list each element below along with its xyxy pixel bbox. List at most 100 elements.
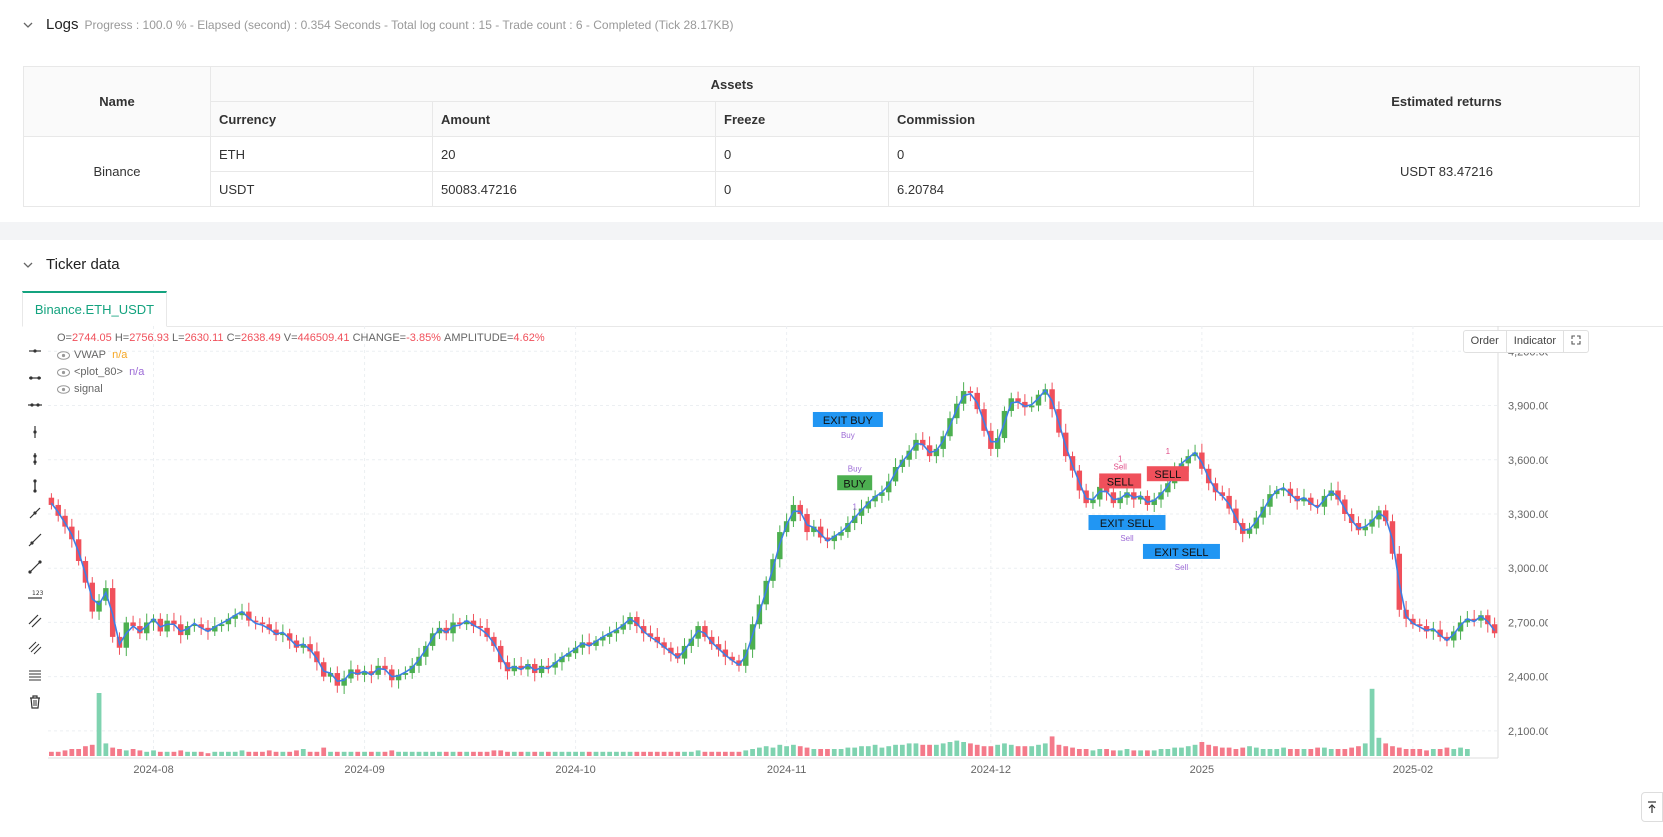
legend-series-vwap[interactable]: VWAP n/a: [57, 347, 545, 364]
col-assets-header: Assets: [210, 66, 1254, 102]
volume-bar: [103, 743, 109, 756]
volume-bar: [437, 751, 442, 756]
volume-bar: [219, 751, 224, 756]
candle-body: [409, 665, 415, 674]
volume-bar: [239, 750, 245, 756]
volume-bar: [1076, 749, 1082, 756]
volume-bar: [477, 751, 483, 756]
scroll-to-top-button[interactable]: [1641, 792, 1663, 822]
candle-body: [634, 617, 640, 627]
segment-icon[interactable]: [22, 553, 48, 580]
candle-body: [1103, 486, 1110, 493]
volume-bar: [1281, 747, 1286, 756]
volume-bar: [457, 751, 463, 756]
candle-body: [164, 620, 170, 632]
candle-body: [872, 495, 878, 502]
candle-body: [886, 481, 892, 493]
indicator-button[interactable]: Indicator: [1507, 331, 1564, 352]
volume-bar: [661, 751, 667, 756]
volume-bar: [1138, 750, 1143, 756]
logs-header[interactable]: Logs Progress : 100.0 % - Elapsed (secon…: [22, 16, 734, 33]
volume-bar: [321, 747, 327, 756]
volume-bar: [1131, 750, 1137, 756]
fib-channel-icon[interactable]: [22, 634, 48, 661]
vertical-line-icon[interactable]: [22, 445, 48, 472]
fib-retracement-icon[interactable]: [22, 661, 48, 688]
volume-bar: [804, 747, 810, 756]
trash-icon[interactable]: [22, 688, 48, 715]
candle-body: [348, 669, 354, 679]
candlestick-chart[interactable]: 4,200.003,900.003,600.003,300.003,000.00…: [48, 326, 1548, 781]
candle-body: [1199, 452, 1205, 469]
volume-bar: [600, 751, 606, 756]
volume-bar: [1342, 749, 1348, 756]
volume-bar: [722, 751, 728, 756]
horizontal-ray-icon[interactable]: [22, 337, 48, 364]
candle-body: [600, 636, 606, 641]
trend-line-icon[interactable]: [22, 499, 48, 526]
candle-body: [688, 638, 695, 646]
volume-bar: [716, 751, 721, 756]
candle-body: [1274, 490, 1280, 495]
horizontal-line-icon[interactable]: [22, 364, 48, 391]
price-chart[interactable]: 4,200.003,900.003,600.003,300.003,000.00…: [48, 326, 1663, 837]
amplitude-label: AMPLITUDE=: [444, 332, 514, 344]
chart-legend: O= 2744.05 H= 2756.93 L= 2630.11 C= 2638.49 …: [57, 330, 545, 398]
volume-bar: [641, 751, 647, 756]
order-button[interactable]: Order: [1464, 331, 1507, 352]
y-tick-label: 3,900.00: [1508, 401, 1548, 413]
volume-bar: [1308, 749, 1314, 756]
volume-bar: [403, 751, 408, 756]
fullscreen-button[interactable]: [1564, 331, 1588, 352]
candle-body: [926, 445, 933, 457]
candle-body: [1485, 615, 1491, 625]
trade-label-box: [1099, 473, 1142, 489]
parallel-channel-icon[interactable]: [22, 607, 48, 634]
volume-bar: [89, 744, 95, 756]
volume-bar: [1287, 749, 1293, 756]
eye-icon[interactable]: [57, 368, 70, 377]
chevron-down-icon[interactable]: [22, 19, 34, 31]
eye-icon[interactable]: [57, 351, 70, 360]
candle-body: [1491, 624, 1498, 634]
price-label-icon[interactable]: 123: [22, 580, 48, 607]
chevron-down-icon[interactable]: [22, 259, 34, 271]
candle-body: [1335, 490, 1341, 500]
ticker-header[interactable]: Ticker data: [22, 256, 120, 273]
volume-bar: [988, 746, 994, 756]
eye-icon[interactable]: [57, 385, 70, 394]
volume-bar: [362, 751, 367, 756]
volume-bar: [1403, 749, 1409, 756]
vertical-segment-icon[interactable]: [22, 472, 48, 499]
volume-bar: [484, 751, 490, 756]
legend-series-plot80[interactable]: <plot_80> n/a: [57, 364, 545, 381]
volume-bar: [1424, 750, 1429, 756]
volume-bar: [1145, 750, 1150, 756]
candle-body: [443, 627, 449, 634]
candle-body: [940, 436, 946, 449]
legend-series-signal[interactable]: signal: [57, 381, 545, 398]
candle-body: [525, 664, 531, 670]
candle-body: [484, 627, 490, 637]
vertical-ray-icon[interactable]: [22, 418, 48, 445]
candle-body: [1151, 499, 1157, 505]
volume-bar: [1362, 743, 1368, 756]
currency-cell: ETH: [210, 136, 433, 172]
tab-eth-usdt[interactable]: Binance.ETH_USDT: [22, 291, 167, 327]
volume-bar: [1301, 749, 1307, 756]
volume-bar: [620, 751, 626, 756]
candle-body: [1219, 492, 1226, 496]
candle-body: [586, 642, 592, 646]
volume-bar: [763, 746, 769, 756]
volume-bar: [682, 751, 687, 756]
candle-body: [892, 466, 899, 482]
extended-line-icon[interactable]: [22, 391, 48, 418]
candle-body: [48, 497, 55, 505]
volume-bar: [525, 751, 531, 756]
candle-body: [1362, 526, 1368, 531]
volume-bar: [491, 750, 497, 756]
volume-bar: [1226, 747, 1232, 756]
candle-body: [1342, 499, 1348, 514]
series-name: signal: [74, 383, 103, 395]
ray-line-icon[interactable]: [22, 526, 48, 553]
